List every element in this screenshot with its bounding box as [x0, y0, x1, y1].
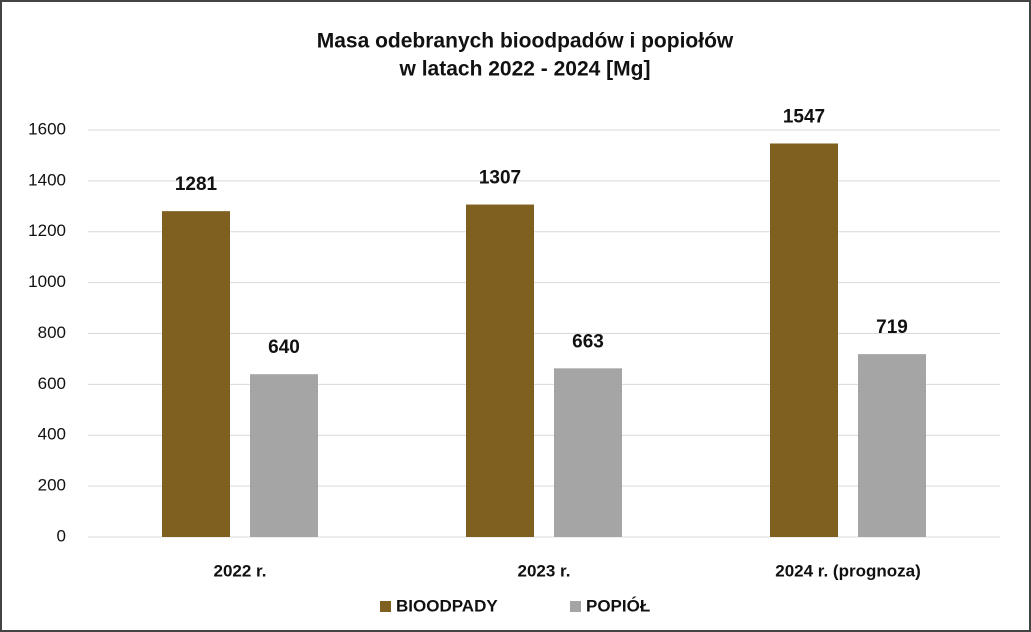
y-tick-label: 1200: [28, 221, 66, 240]
legend-label: BIOODPADY: [396, 596, 498, 615]
legend-label: POPIÓŁ: [586, 596, 650, 615]
legend-swatch: [380, 601, 391, 612]
x-tick-label: 2023 r.: [518, 561, 571, 580]
data-label: 1547: [783, 106, 825, 127]
data-label: 1307: [479, 168, 521, 189]
bar: [250, 374, 318, 537]
y-tick-label: 1000: [28, 272, 66, 291]
bar: [770, 143, 838, 537]
bar: [554, 368, 622, 537]
bar: [858, 354, 926, 537]
chart-title: w latach 2022 - 2024 [Mg]: [399, 58, 651, 81]
y-tick-label: 0: [57, 526, 66, 545]
y-tick-label: 800: [38, 323, 66, 342]
x-tick-label: 2024 r. (prognoza): [775, 561, 920, 580]
chart-title: Masa odebranych bioodpadów i popiołów: [317, 30, 734, 53]
bar: [466, 204, 534, 538]
legend-swatch: [570, 601, 581, 612]
data-label: 1281: [175, 174, 218, 195]
y-tick-label: 1400: [28, 170, 66, 189]
y-tick-label: 600: [38, 374, 66, 393]
data-label: 640: [268, 337, 300, 358]
y-tick-label: 400: [38, 425, 66, 444]
y-tick-label: 1600: [28, 119, 66, 138]
data-label: 719: [876, 317, 908, 338]
y-tick-label: 200: [38, 476, 66, 495]
data-label: 663: [572, 331, 604, 352]
bar: [162, 211, 230, 537]
x-tick-label: 2022 r.: [214, 561, 267, 580]
